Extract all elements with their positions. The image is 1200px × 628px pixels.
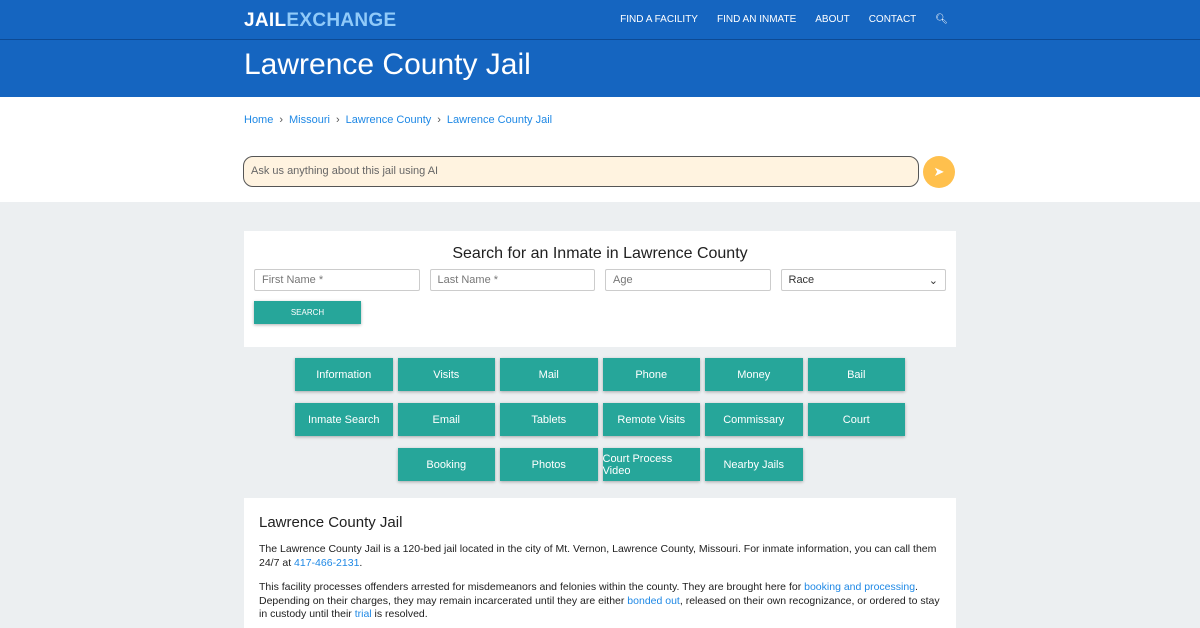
about-section: Lawrence County Jail The Lawrence County… <box>244 498 956 628</box>
ai-question-input[interactable]: Ask us anything about this jail using AI <box>243 156 919 187</box>
nav-contact[interactable]: CONTACT <box>868 14 917 25</box>
breadcrumb-jail[interactable]: Lawrence County Jail <box>446 114 553 126</box>
chevron-right-icon: › <box>279 114 284 126</box>
breadcrumb-county[interactable]: Lawrence County <box>345 114 432 126</box>
text: . Depending on their charges, they may r… <box>259 581 918 607</box>
button-money[interactable]: Money <box>705 358 803 391</box>
chevron-right-icon: › <box>437 114 441 126</box>
logo-part: EXCHANGE <box>286 10 397 31</box>
page-title: Lawrence County Jail <box>244 48 531 81</box>
trial-link[interactable]: trial <box>354 608 372 620</box>
paper-plane-icon: ➤ <box>933 164 945 179</box>
logo-part: JAIL <box>244 10 287 31</box>
button-visits[interactable]: Visits <box>397 358 495 391</box>
breadcrumb-home[interactable]: Home <box>244 114 274 126</box>
about-paragraph: This facility processes offenders arrest… <box>259 581 941 622</box>
search-button[interactable]: SEARCH <box>254 301 361 324</box>
text: is resolved. <box>371 608 428 620</box>
breadcrumb-state[interactable]: Missouri <box>289 114 330 126</box>
button-bail[interactable]: Bail <box>807 358 905 391</box>
search-icon[interactable]: 🔍︎ <box>935 14 948 25</box>
nav-find-facility[interactable]: FIND A FACILITY <box>620 14 698 25</box>
age-input[interactable]: Age <box>605 269 771 291</box>
about-paragraph: The Lawrence County Jail is a 120-bed ja… <box>259 543 941 570</box>
search-title: Search for an Inmate in Lawrence County <box>452 245 748 262</box>
chevron-right-icon: › <box>335 114 340 126</box>
inmate-search-card: Search for an Inmate in Lawrence County … <box>244 231 956 347</box>
first-name-input[interactable]: First Name * <box>254 269 420 291</box>
chevron-down-icon: ⌄ <box>928 275 938 287</box>
top-nav: JAILEXCHANGE FIND A FACILITY FIND AN INM… <box>0 0 1200 40</box>
button-email[interactable]: Email <box>397 403 495 436</box>
button-information[interactable]: Information <box>295 358 393 391</box>
button-photos[interactable]: Photos <box>500 448 598 481</box>
text: This facility processes offenders arrest… <box>259 581 805 593</box>
phone-link[interactable]: 417-466-2131 <box>294 556 360 569</box>
logo[interactable]: JAILEXCHANGE <box>244 10 396 32</box>
text: The Lawrence County Jail is a 120-bed ja… <box>259 543 937 569</box>
booking-link[interactable]: booking and processing <box>804 581 916 593</box>
text: . <box>359 556 363 569</box>
race-select[interactable]: Race ⌄ <box>780 269 946 291</box>
button-court-process-video[interactable]: Court Process Video <box>602 448 700 481</box>
about-title: Lawrence County Jail <box>259 514 403 531</box>
bonded-out-link[interactable]: bonded out <box>627 594 680 607</box>
breadcrumb: Home › Missouri › Lawrence County › Lawrenc… <box>244 114 552 126</box>
category-buttons: Information Visits Mail Phone Money Bail Inmat… <box>244 358 956 481</box>
button-nearby-jails[interactable]: Nearby Jails <box>705 448 803 481</box>
button-tablets[interactable]: Tablets <box>500 403 598 436</box>
button-booking[interactable]: Booking <box>397 448 495 481</box>
race-value: Race <box>788 274 815 286</box>
send-button[interactable]: ➤ <box>923 156 955 188</box>
button-inmate-search[interactable]: Inmate Search <box>295 403 393 436</box>
last-name-input[interactable]: Last Name * <box>429 269 595 291</box>
button-remote-visits[interactable]: Remote Visits <box>602 403 700 436</box>
text: , released on their own recognizance, or… <box>259 594 940 621</box>
button-court[interactable]: Court <box>807 403 905 436</box>
nav-about[interactable]: ABOUT <box>815 14 850 25</box>
button-phone[interactable]: Phone <box>602 358 700 391</box>
button-commissary[interactable]: Commissary <box>705 403 803 436</box>
button-mail[interactable]: Mail <box>500 358 598 391</box>
nav-find-inmate[interactable]: FIND AN INMATE <box>716 14 797 25</box>
